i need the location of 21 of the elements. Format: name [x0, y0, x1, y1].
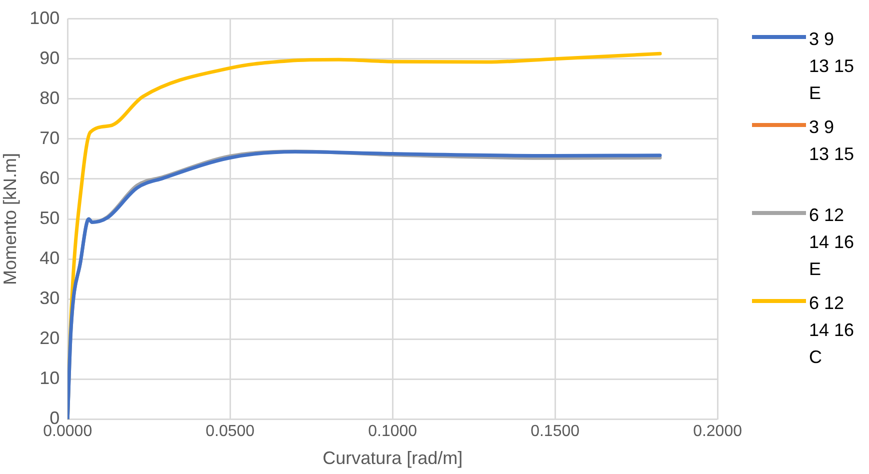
y-tick-label: 80	[40, 88, 60, 108]
y-tick-label: 50	[40, 208, 60, 228]
y-tick-label: 20	[40, 328, 60, 348]
legend-label: 6 12 14 16 C	[809, 292, 856, 369]
y-tick-label: 40	[40, 248, 60, 268]
line-series	[68, 150, 662, 420]
legend-label: 6 12 14 16 E	[809, 204, 856, 281]
y-tick-label: 90	[40, 48, 60, 68]
x-tick-label: 0.1500	[530, 423, 580, 440]
y-tick-label: 30	[40, 288, 60, 308]
x-axis-title: Curvatura [rad/m]	[322, 448, 463, 468]
x-tick-label: 0.0500	[206, 423, 255, 440]
y-tick-label: 100	[30, 8, 60, 28]
y-tick-label: 10	[40, 368, 60, 388]
legend-label: 3 9 13 15 E	[809, 28, 856, 105]
y-axis-title: Momento [kN.m]	[0, 152, 20, 286]
x-tick-label: 0.1000	[368, 423, 418, 440]
y-tick-label: 60	[40, 168, 60, 188]
y-tick-label: 70	[40, 128, 60, 148]
legend-label: 3 9 13 15	[809, 116, 856, 166]
x-tick-label: 0.2000	[693, 423, 742, 440]
